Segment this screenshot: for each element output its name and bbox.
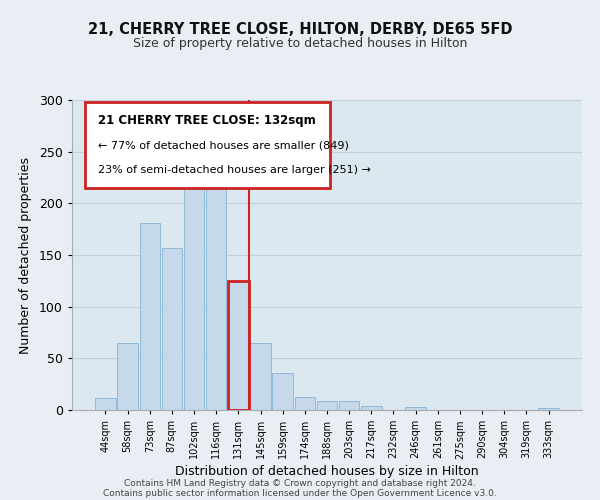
Bar <box>339 400 359 410</box>
Bar <box>228 281 248 410</box>
Bar <box>406 407 426 410</box>
Bar <box>206 182 226 410</box>
Text: Contains HM Land Registry data © Crown copyright and database right 2024.: Contains HM Land Registry data © Crown c… <box>124 478 476 488</box>
Bar <box>295 396 315 410</box>
Text: 23% of semi-detached houses are larger (251) →: 23% of semi-detached houses are larger (… <box>97 165 370 175</box>
Bar <box>95 398 116 410</box>
Bar <box>272 373 293 410</box>
Bar <box>538 408 559 410</box>
Bar <box>118 343 138 410</box>
Bar <box>184 188 204 410</box>
Bar <box>161 248 182 410</box>
Text: ← 77% of detached houses are smaller (849): ← 77% of detached houses are smaller (84… <box>97 140 349 150</box>
Bar <box>317 400 337 410</box>
Bar <box>361 406 382 410</box>
Text: Contains public sector information licensed under the Open Government Licence v3: Contains public sector information licen… <box>103 488 497 498</box>
Bar <box>228 281 248 410</box>
Y-axis label: Number of detached properties: Number of detached properties <box>19 156 32 354</box>
Text: 21, CHERRY TREE CLOSE, HILTON, DERBY, DE65 5FD: 21, CHERRY TREE CLOSE, HILTON, DERBY, DE… <box>88 22 512 38</box>
FancyBboxPatch shape <box>85 102 329 188</box>
X-axis label: Distribution of detached houses by size in Hilton: Distribution of detached houses by size … <box>175 466 479 478</box>
Bar <box>250 343 271 410</box>
Text: 21 CHERRY TREE CLOSE: 132sqm: 21 CHERRY TREE CLOSE: 132sqm <box>98 114 316 127</box>
Text: Size of property relative to detached houses in Hilton: Size of property relative to detached ho… <box>133 38 467 51</box>
Bar <box>140 223 160 410</box>
